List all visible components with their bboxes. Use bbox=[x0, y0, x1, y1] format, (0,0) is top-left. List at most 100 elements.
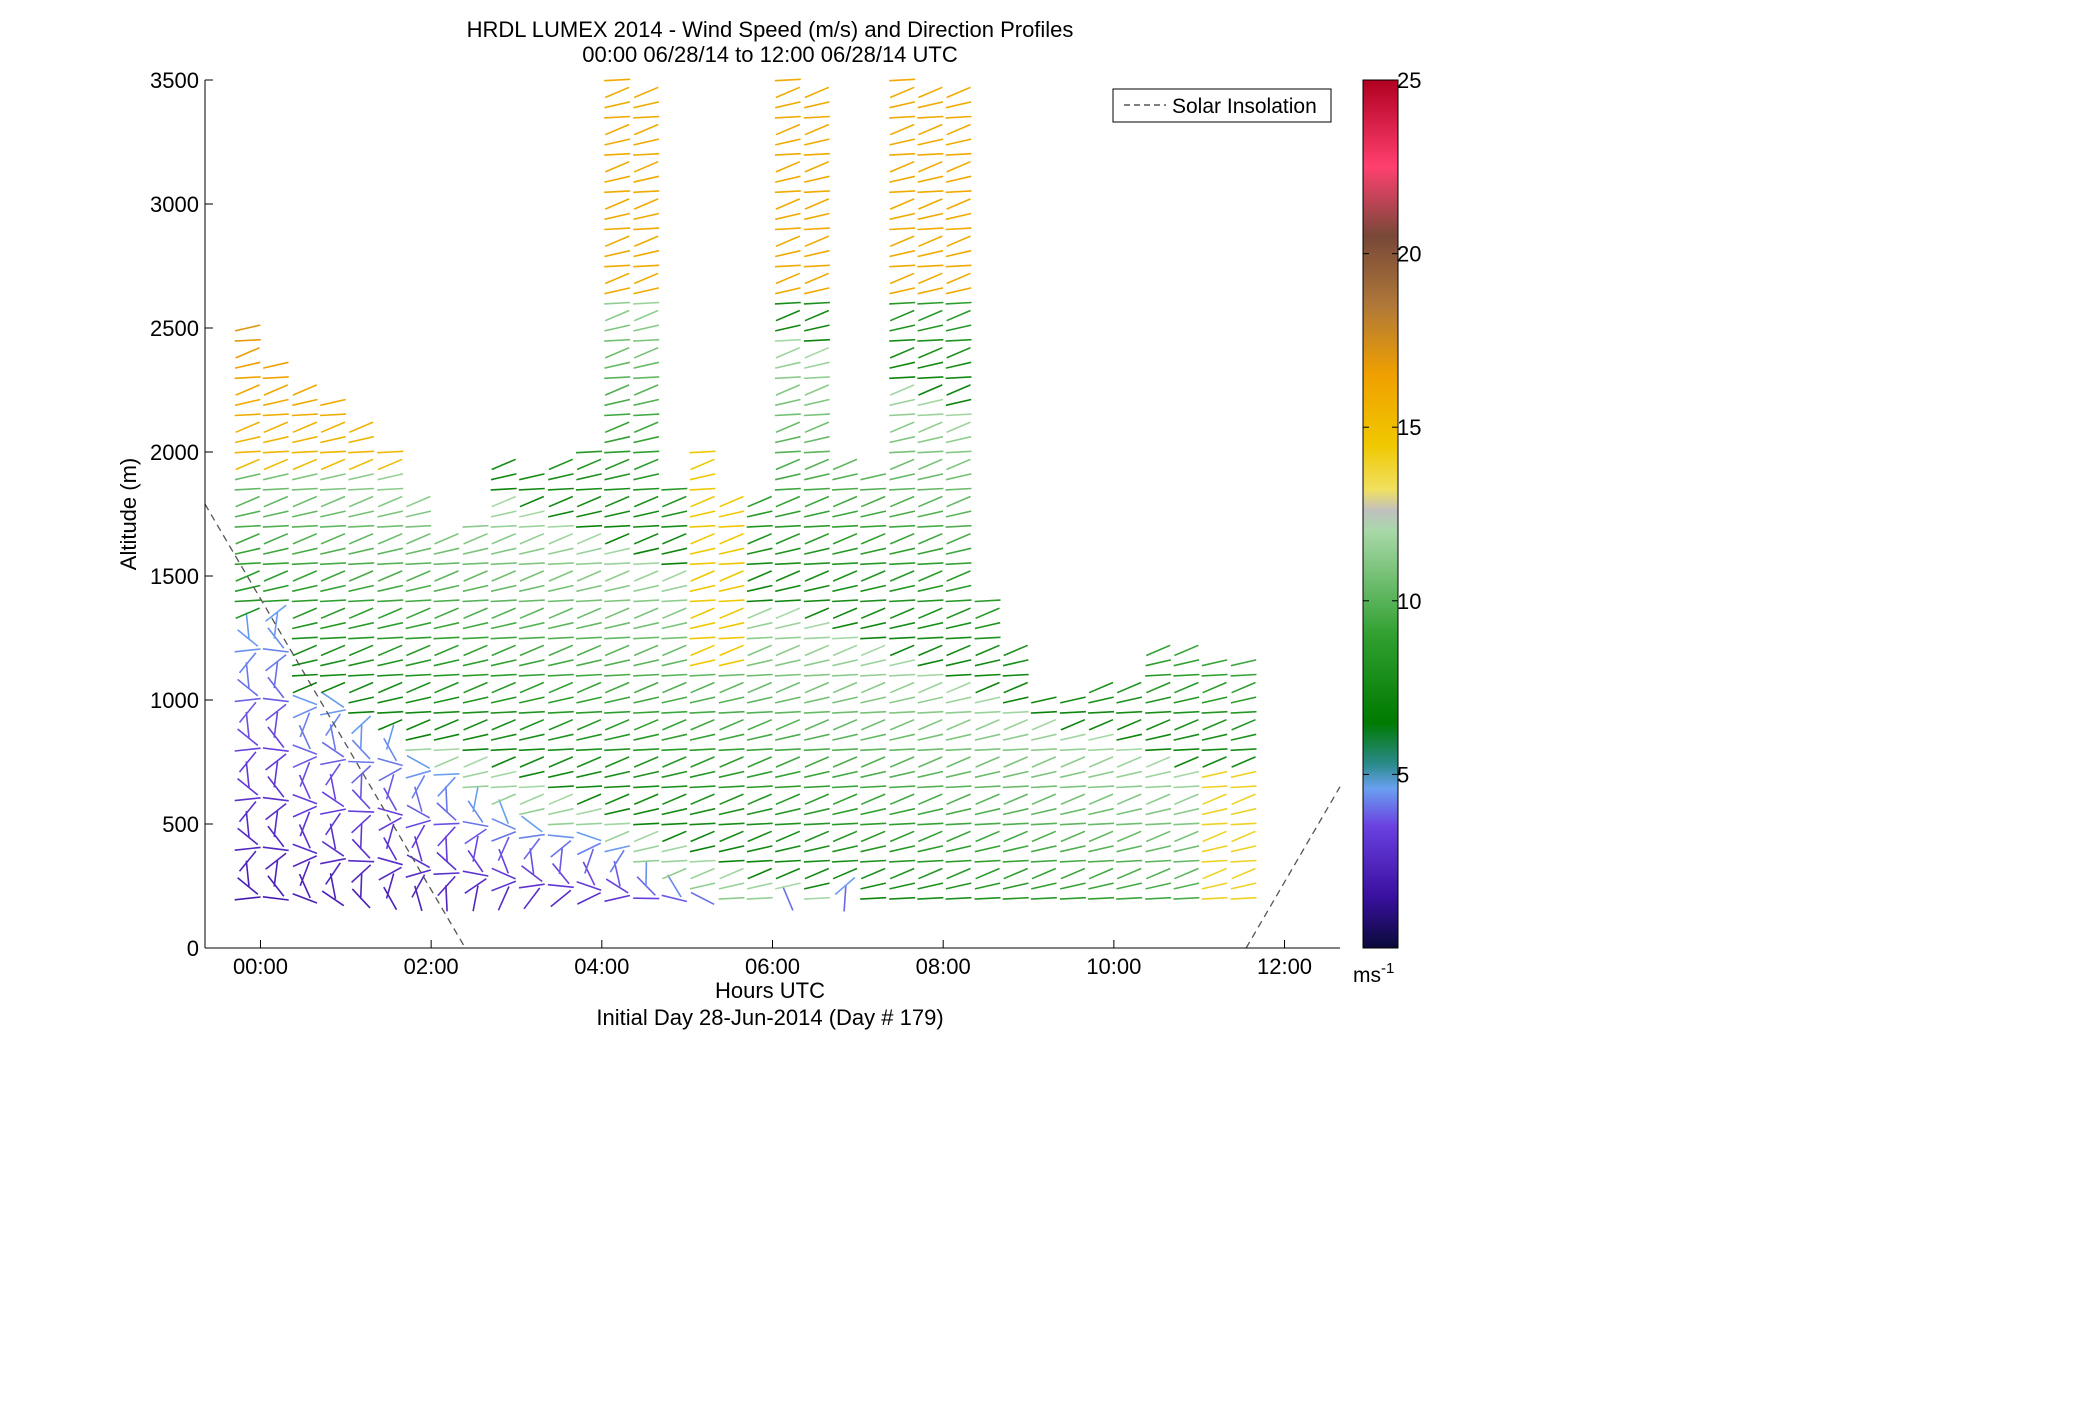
wind-vector bbox=[774, 599, 801, 603]
wind-vector bbox=[1201, 785, 1228, 789]
y-tick-label: 1000 bbox=[150, 688, 199, 713]
wind-vector bbox=[604, 458, 630, 471]
wind-vector bbox=[946, 458, 971, 471]
wind-vector bbox=[662, 756, 687, 768]
wind-vector bbox=[917, 487, 944, 491]
wind-vector bbox=[1116, 681, 1142, 694]
wind-vector bbox=[519, 510, 545, 518]
wind-vector bbox=[490, 547, 517, 555]
wind-vector bbox=[267, 875, 285, 897]
wind-vector bbox=[263, 510, 289, 518]
wind-vector bbox=[319, 599, 347, 603]
wind-vector bbox=[462, 770, 489, 779]
wind-vector bbox=[498, 799, 510, 824]
wind-vector bbox=[519, 793, 545, 806]
wind-vector bbox=[803, 301, 830, 305]
wind-vector bbox=[547, 822, 574, 826]
wind-vector bbox=[804, 621, 830, 630]
wind-vector bbox=[235, 384, 260, 396]
wind-vector bbox=[775, 160, 801, 173]
wind-vector bbox=[604, 748, 631, 752]
wind-vector bbox=[321, 741, 345, 758]
wind-vector bbox=[434, 681, 459, 694]
wind-vector bbox=[690, 793, 715, 806]
wind-vector bbox=[917, 227, 944, 231]
wind-vector bbox=[1060, 770, 1086, 779]
wind-vector bbox=[832, 845, 858, 853]
wind-vector bbox=[263, 398, 289, 407]
wind-vector bbox=[1145, 859, 1172, 863]
wind-vector bbox=[377, 458, 403, 471]
wind-vector bbox=[518, 487, 545, 491]
wind-vector bbox=[325, 812, 341, 836]
wind-vector bbox=[774, 673, 801, 677]
legend[interactable]: Solar Insolation bbox=[1112, 88, 1332, 123]
wind-vector bbox=[918, 346, 943, 359]
wind-vector bbox=[662, 830, 687, 843]
wind-vector bbox=[917, 101, 944, 109]
wind-vector bbox=[975, 607, 1000, 620]
wind-vector bbox=[746, 562, 773, 566]
wind-vector bbox=[604, 830, 630, 843]
wind-vector bbox=[245, 811, 250, 837]
wind-vector bbox=[1145, 867, 1171, 880]
wind-vector bbox=[518, 833, 545, 839]
wind-vector bbox=[945, 822, 972, 826]
wind-vector bbox=[832, 748, 859, 752]
wind-vector bbox=[319, 562, 347, 566]
wind-vector bbox=[945, 547, 972, 555]
wind-vector bbox=[1173, 785, 1200, 789]
wind-vector bbox=[889, 756, 915, 768]
wind-vector bbox=[263, 473, 289, 481]
wind-vector bbox=[917, 882, 944, 890]
wind-vector bbox=[604, 636, 631, 640]
wind-vector bbox=[498, 848, 510, 874]
wind-vector bbox=[661, 547, 688, 555]
wind-vector bbox=[1173, 733, 1200, 741]
wind-vector bbox=[1088, 770, 1114, 779]
wind-vector bbox=[1173, 822, 1200, 826]
wind-vector bbox=[604, 570, 630, 582]
wind-vector bbox=[974, 807, 1001, 816]
wind-vector bbox=[860, 532, 886, 545]
wind-vector bbox=[491, 570, 517, 582]
wind-vector bbox=[633, 510, 660, 518]
wind-vector bbox=[491, 793, 517, 806]
wind-vector bbox=[584, 848, 595, 874]
wind-vector bbox=[292, 473, 318, 481]
wind-vector bbox=[262, 796, 289, 802]
wind-vector bbox=[889, 793, 915, 806]
wind-vector bbox=[234, 413, 261, 417]
wind-vector bbox=[234, 599, 261, 603]
wind-vector bbox=[1088, 859, 1115, 863]
wind-vector bbox=[774, 78, 801, 82]
wind-vector bbox=[945, 524, 972, 528]
wind-vector bbox=[1116, 748, 1143, 752]
wind-vector bbox=[299, 861, 311, 887]
wind-vector bbox=[405, 562, 432, 566]
wind-vector bbox=[1116, 807, 1143, 816]
wind-vector bbox=[547, 562, 574, 566]
wind-vector bbox=[237, 728, 259, 747]
wind-vector bbox=[889, 309, 915, 322]
wind-vector bbox=[946, 384, 971, 396]
wind-vector bbox=[237, 629, 259, 647]
wind-vector bbox=[1002, 748, 1029, 752]
wind-vector bbox=[292, 584, 318, 593]
wind-vector bbox=[320, 644, 346, 657]
wind-vector bbox=[917, 413, 944, 417]
wind-vector bbox=[604, 384, 630, 396]
wind-vector bbox=[604, 733, 631, 741]
wind-vector bbox=[804, 473, 830, 481]
wind-vector bbox=[718, 807, 745, 816]
wind-vector bbox=[889, 607, 915, 620]
wind-vector bbox=[774, 859, 801, 863]
x-tick-label: 08:00 bbox=[916, 954, 971, 979]
wind-vector bbox=[292, 855, 318, 868]
wind-vector bbox=[860, 807, 887, 816]
wind-vector bbox=[975, 718, 1000, 731]
wind-vector bbox=[945, 807, 972, 816]
wind-vector bbox=[490, 584, 517, 593]
wind-vector bbox=[238, 652, 257, 674]
